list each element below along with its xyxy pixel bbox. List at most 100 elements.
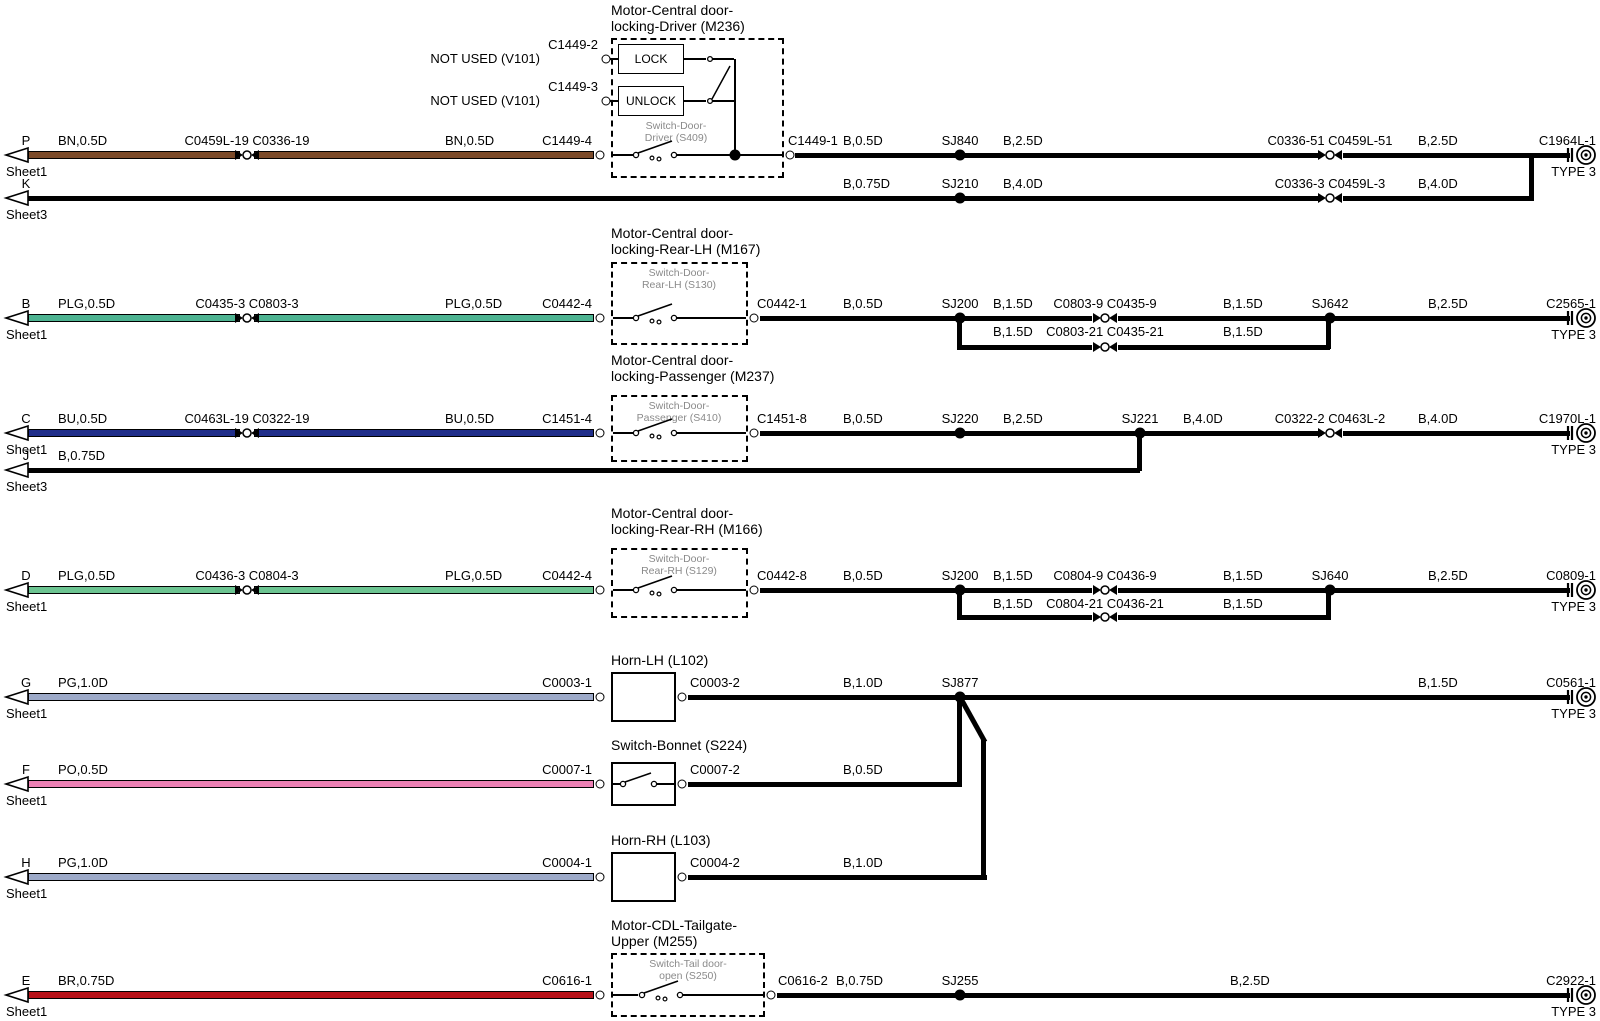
pin-connector-icon <box>595 428 605 438</box>
ring-connector-icon <box>1566 308 1596 328</box>
sheet-arrow-icon <box>3 461 29 479</box>
wire-color-label: B,2.5D <box>1418 133 1458 148</box>
inline-connector-label: C0803-21 C0435-21 <box>1046 324 1164 339</box>
wire-segment <box>1343 196 1532 201</box>
switch-name: Switch-Tail door- <box>649 958 727 970</box>
wire-color-label: B,0.5D <box>843 411 883 426</box>
wire-color-label: PG,1.0D <box>58 855 108 870</box>
sheet-arrow-icon <box>3 424 29 442</box>
splice-dot <box>954 427 966 439</box>
sheet-ref: Sheet3 <box>6 479 48 494</box>
inline-connector-label: C0336-51 C0459L-51 <box>1267 133 1393 148</box>
pin-label: C0442-1 <box>757 296 807 311</box>
wire-bn <box>28 151 240 159</box>
component-title-m255-2: Upper (M255) <box>611 933 698 949</box>
wire-color-label: BN,0.5D <box>58 133 108 148</box>
switch-name: Passenger (S410) <box>636 412 722 424</box>
wire-color-label: PO,0.5D <box>58 762 108 777</box>
wire-segment <box>712 100 734 102</box>
wire-color-label: B,2.5D <box>1428 568 1468 583</box>
circuit-letter: B <box>21 296 31 311</box>
pin-label: C0003-1 <box>542 675 592 690</box>
pin-connector-icon <box>749 585 759 595</box>
inline-connector-icon <box>1093 585 1117 595</box>
wire-segment <box>613 317 634 319</box>
junction-dot <box>729 149 741 161</box>
wire-color-label: B,2.5D <box>1003 411 1043 426</box>
wire-segment <box>777 993 1570 998</box>
pin-connector-icon <box>677 872 687 882</box>
pin-label: C0007-2 <box>690 762 740 777</box>
component-box-l102 <box>611 672 676 722</box>
wire-color-label: PLG,0.5D <box>58 568 116 583</box>
sheet-ref: Sheet1 <box>6 706 48 721</box>
circuit-letter: C <box>21 411 31 426</box>
sheet-arrow-icon <box>3 581 29 599</box>
door-switch-icon <box>632 575 678 597</box>
wire-color-label: B,1.0D <box>843 675 883 690</box>
pin-connector-icon <box>595 692 605 702</box>
wire-segment <box>1343 431 1570 436</box>
inline-connector-label: C0435-3 C0803-3 <box>195 296 299 311</box>
pin-connector-icon <box>595 872 605 882</box>
circuit-letter: E <box>21 973 31 988</box>
sheet-arrow-icon <box>3 775 29 793</box>
inline-connector-icon <box>235 428 259 438</box>
end-connector-label: C1964L-1 <box>1538 133 1596 148</box>
component-title-s224: Switch-Bonnet (S224) <box>611 737 748 753</box>
pin-connector-icon <box>601 54 611 64</box>
end-connector-label: C2565-1 <box>1546 296 1596 311</box>
pin-label: C0442-4 <box>542 296 592 311</box>
unlock-label: UNLOCK <box>625 94 676 108</box>
wire-bn <box>254 151 594 159</box>
end-connector-label: C2922-1 <box>1546 973 1596 988</box>
splice-label: SJ642 <box>1311 296 1349 311</box>
type-label: TYPE 3 <box>1551 442 1596 457</box>
wire-color-label: B,1.0D <box>843 855 883 870</box>
pin-label: C1451-4 <box>542 411 592 426</box>
ring-connector-icon <box>1566 145 1596 165</box>
wire-color-label: B,0.5D <box>843 296 883 311</box>
wire-segment <box>760 431 1322 436</box>
wire-color-label: B,0.75D <box>836 973 883 988</box>
inline-connector-label: C0322-2 C0463L-2 <box>1274 411 1386 426</box>
circuit-letter: G <box>20 675 32 690</box>
wire-segment <box>610 58 618 60</box>
pin-label: C1449-4 <box>542 133 592 148</box>
component-title-m167: Motor-Central door- <box>611 225 734 241</box>
sheet-arrow-icon <box>3 146 29 164</box>
pin-connector-icon <box>677 779 687 789</box>
component-title-m236: Motor-Central door- <box>611 2 734 18</box>
switch-name: Switch-Door- <box>648 267 710 279</box>
inline-connector-icon <box>1093 342 1117 352</box>
bonnet-switch-icon <box>619 772 658 788</box>
wire-riser <box>981 740 986 880</box>
wire-segment <box>28 468 1140 473</box>
circuit-letter: P <box>21 133 31 148</box>
component-title-m237-2: locking-Passenger (M237) <box>611 368 775 384</box>
wire-color-label: B,2.5D <box>1230 973 1270 988</box>
wire-segment <box>712 58 734 60</box>
component-box-m236 <box>611 38 784 178</box>
sheet-ref: Sheet1 <box>6 1004 48 1019</box>
wire-color-label: B,0.75D <box>58 448 105 463</box>
switch-name: Switch-Door- <box>648 553 710 565</box>
component-box-m167 <box>611 262 748 345</box>
wire-riser <box>1326 590 1331 620</box>
wire-color-label: B,2.5D <box>1003 133 1043 148</box>
pin-connector-icon <box>595 313 605 323</box>
wire-color-label: B,4.0D <box>1003 176 1043 191</box>
wire-color-label: B,1.5D <box>1223 596 1263 611</box>
pin-label: C0004-1 <box>542 855 592 870</box>
inline-connector-icon <box>1093 313 1117 323</box>
sheet-ref: Sheet1 <box>6 793 48 808</box>
sheet-arrow-icon <box>3 986 29 1004</box>
wire-segment <box>684 100 706 102</box>
splice-label: SJ255 <box>941 973 979 988</box>
wire-segment <box>760 316 1092 321</box>
pin-connector-icon <box>766 990 776 1000</box>
component-box-m166 <box>611 548 748 618</box>
inline-connector-label: C0804-9 C0436-9 <box>1053 568 1157 583</box>
door-switch-icon <box>632 418 678 440</box>
pin-connector-icon <box>677 692 687 702</box>
